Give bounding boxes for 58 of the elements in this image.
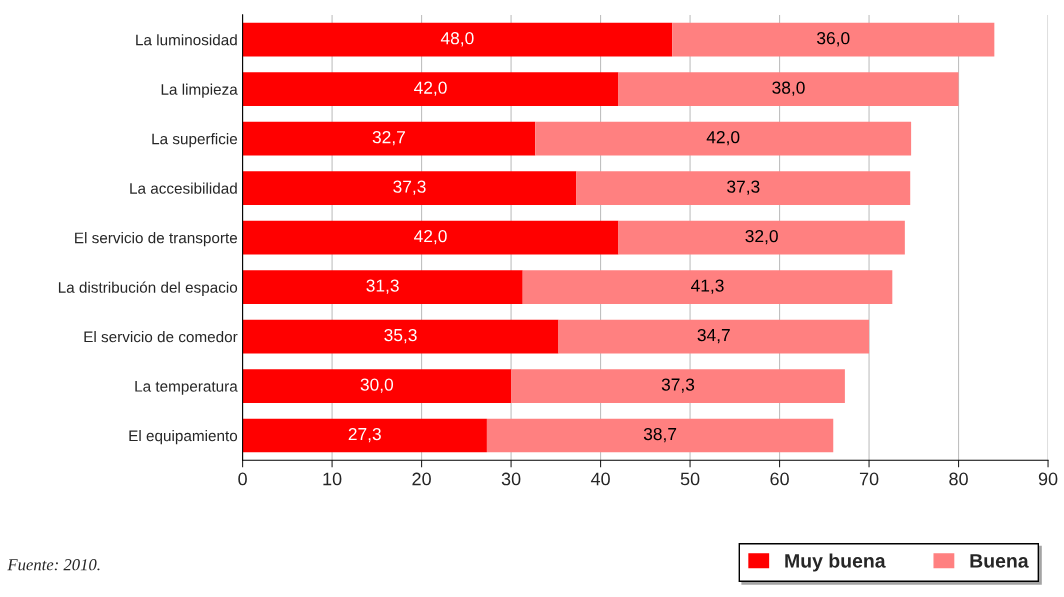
bar: [242, 270, 523, 304]
bar: [242, 121, 536, 156]
bar: [242, 72, 619, 106]
data-label: 36,0: [817, 32, 850, 47]
legend-label: Buena: [970, 554, 1029, 568]
data-label: 32,0: [745, 229, 778, 245]
x-tick-label: 30: [501, 472, 521, 486]
bar: [242, 418, 487, 453]
data-label: 27,3: [348, 427, 381, 443]
y-tick-label: La limpieza: [161, 83, 238, 98]
bar: [486, 418, 834, 453]
bar: [242, 220, 619, 255]
data-label: 48,0: [440, 32, 474, 47]
bar: [242, 22, 673, 57]
data-label: 38,0: [772, 81, 805, 96]
data-label: 35,3: [384, 328, 417, 344]
data-label: 37,3: [393, 180, 426, 195]
y-tick-label: El servicio de comedor: [84, 331, 238, 343]
data-label: 34,7: [697, 328, 730, 344]
bar: [558, 319, 870, 354]
y-tick-label: El servicio de transporte: [75, 232, 238, 247]
bar: [522, 270, 893, 304]
data-label: 42,0: [414, 81, 447, 96]
bar: [576, 171, 911, 205]
x-tick-label: 90: [1038, 472, 1058, 486]
data-label: 30,0: [360, 378, 394, 393]
bar: [618, 72, 959, 106]
y-tick-label: La accesibilidad: [130, 182, 237, 194]
bar: [618, 220, 905, 255]
x-tick-label: 50: [680, 472, 700, 486]
y-tick-label: La superficie: [152, 133, 238, 148]
y-tick-label: La temperatura: [135, 381, 238, 395]
x-tick-label: 20: [412, 472, 431, 486]
data-label: 42,0: [414, 229, 447, 245]
bar: [535, 121, 912, 156]
x-tick-label: 60: [770, 472, 789, 486]
bar: [242, 171, 577, 205]
source-note: Fuente: 2010.: [7, 559, 100, 571]
y-tick-label: La distribución del espacio: [58, 281, 238, 296]
data-label: 42,0: [706, 131, 740, 146]
legend-label: Muy buena: [785, 553, 886, 572]
data-label: 31,3: [366, 279, 399, 294]
y-tick-label: La luminosidad: [136, 34, 237, 46]
x-tick-label: 70: [859, 472, 879, 486]
x-tick-label: 40: [590, 472, 610, 486]
x-tick-label: 80: [949, 472, 968, 486]
y-tick-label: El equipamiento: [129, 430, 238, 445]
bar: [672, 22, 995, 57]
bar: [511, 369, 845, 403]
x-tick-label: 10: [323, 472, 342, 486]
data-label: 37,3: [727, 180, 760, 195]
bar: [242, 369, 512, 403]
data-label: 32,7: [372, 131, 405, 146]
bar: [242, 319, 559, 354]
data-label: 38,7: [643, 427, 677, 443]
data-label: 41,3: [691, 279, 724, 294]
data-label: 37,3: [661, 378, 695, 393]
x-tick-label: 0: [238, 472, 247, 486]
